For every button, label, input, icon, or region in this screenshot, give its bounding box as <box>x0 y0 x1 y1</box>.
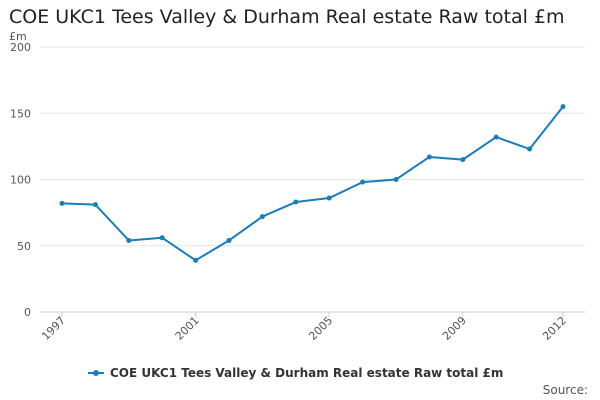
data-point-2002[interactable] <box>226 237 232 243</box>
data-point-2004[interactable] <box>293 199 299 205</box>
legend-label: COE UKC1 Tees Valley & Durham Real estat… <box>110 366 504 380</box>
y-tick-label: 200 <box>10 41 31 54</box>
data-point-2000[interactable] <box>159 235 165 241</box>
data-point-1999[interactable] <box>126 237 132 243</box>
data-point-2010[interactable] <box>493 134 499 140</box>
y-axis-ticks: 0 50 100 150 200 <box>10 41 31 319</box>
x-tick-label: 2001 <box>173 314 202 343</box>
x-tick-label: 2012 <box>540 314 569 343</box>
y-tick-label: 150 <box>10 107 31 120</box>
x-tick-label: 2009 <box>440 314 469 343</box>
y-tick-label: 0 <box>24 306 31 319</box>
data-point-2003[interactable] <box>259 214 265 220</box>
legend[interactable]: COE UKC1 Tees Valley & Durham Real estat… <box>88 366 503 380</box>
data-point-2011[interactable] <box>527 146 533 152</box>
data-point-1997[interactable] <box>59 200 65 206</box>
legend-swatch-icon <box>88 369 104 377</box>
source-label: Source: <box>542 383 588 397</box>
data-point-2006[interactable] <box>360 179 366 185</box>
data-point-2009[interactable] <box>460 157 466 163</box>
data-point-2008[interactable] <box>426 154 432 160</box>
data-point-2012[interactable] <box>560 104 566 110</box>
y-axis-unit-label: £m <box>9 30 27 43</box>
data-point-1998[interactable] <box>92 202 98 208</box>
x-tick-label: 1997 <box>39 314 68 343</box>
data-point-2005[interactable] <box>326 195 332 201</box>
data-point-2001[interactable] <box>193 257 199 263</box>
x-axis-ticks: 1997 2001 2005 2009 2012 <box>39 312 569 343</box>
data-point-2007[interactable] <box>393 177 399 182</box>
y-tick-label: 50 <box>17 240 31 253</box>
grid-lines <box>40 46 585 313</box>
series-layer <box>59 104 566 263</box>
x-tick-label: 2005 <box>306 314 335 343</box>
y-tick-label: 100 <box>10 174 31 187</box>
chart-title: COE UKC1 Tees Valley & Durham Real estat… <box>9 6 565 28</box>
series-line-0 <box>61 106 564 262</box>
